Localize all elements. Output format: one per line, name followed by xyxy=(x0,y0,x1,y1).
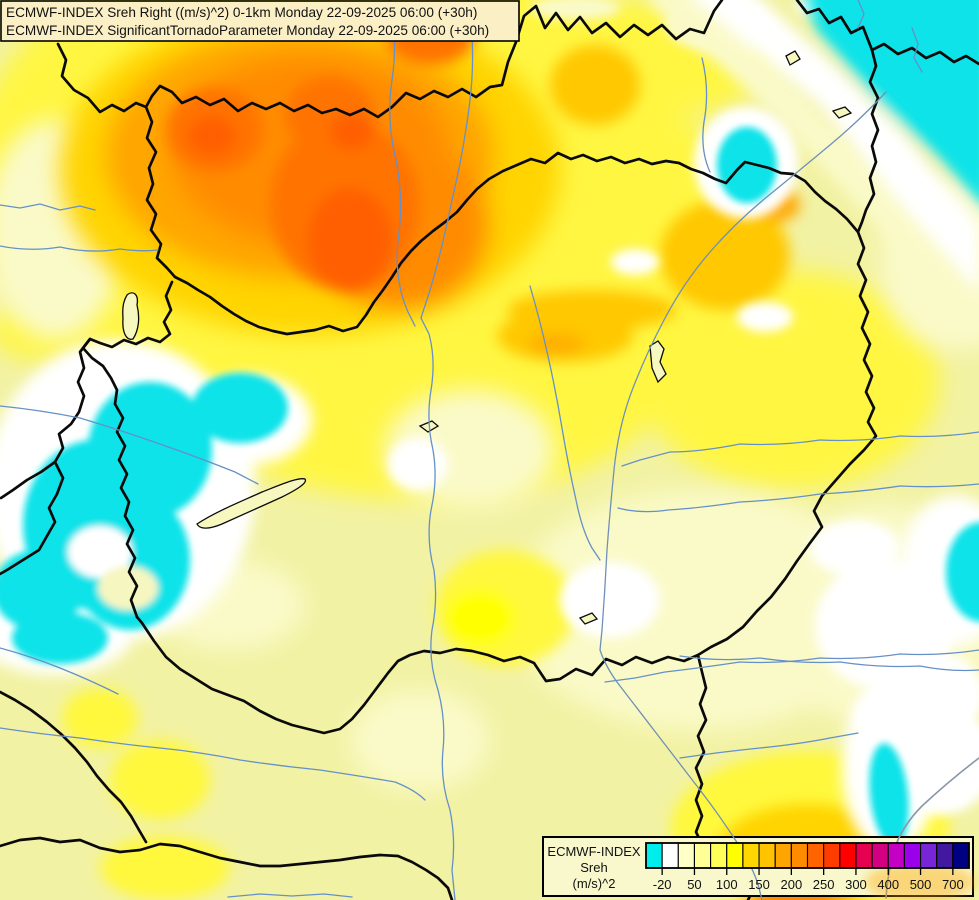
river-koros-2 xyxy=(621,431,979,467)
legend: ECMWF-INDEX Sreh (m/s)^2 -20 50 100 150 200 2… xyxy=(547,842,970,892)
legend-swatch xyxy=(806,842,825,869)
legend-ticks: -20 50 100 150 200 250 300 400 500 700 xyxy=(653,868,964,892)
legend-tick-label: 150 xyxy=(748,877,770,892)
river-bodrog xyxy=(701,57,711,173)
title-line-2: ECMWF-INDEX SignificantTornadoParameter … xyxy=(6,23,489,38)
legend-tick-label: 700 xyxy=(942,877,964,892)
river-tisza xyxy=(599,91,887,900)
border-austria-hungary xyxy=(81,280,174,619)
legend-swatch xyxy=(710,842,728,869)
border-austria-west xyxy=(0,337,92,500)
legend-swatch xyxy=(855,842,873,869)
border-poland-slovakia xyxy=(56,0,724,119)
river-mura xyxy=(0,647,119,695)
legend-units: (m/s)^2 xyxy=(573,876,616,891)
lake-small-1 xyxy=(578,612,599,625)
legend-swatch xyxy=(839,842,857,869)
legend-swatch xyxy=(823,842,841,869)
legend-swatch xyxy=(742,842,760,869)
border-ukraine-west xyxy=(856,48,880,234)
legend-colorbar-frame xyxy=(645,842,970,869)
title-line-1: ECMWF-INDEX Sreh Right ((m/s)^2) 0-1km M… xyxy=(6,5,477,20)
lake-neusiedl xyxy=(122,292,140,340)
river-morava-upper xyxy=(0,245,159,252)
legend-swatch xyxy=(871,842,889,869)
lakes-layer xyxy=(122,50,853,625)
legend-colorbar xyxy=(645,842,970,869)
legend-swatch xyxy=(774,842,792,869)
legend-tick-label: 250 xyxy=(813,877,835,892)
legend-swatch xyxy=(919,842,938,869)
river-hron xyxy=(420,0,474,319)
legend-tick-label: 300 xyxy=(845,877,867,892)
legend-tick-label: 200 xyxy=(780,877,802,892)
legend-tick-label: -20 xyxy=(653,877,672,892)
river-maros xyxy=(604,649,979,683)
legend-swatch xyxy=(758,842,776,869)
overlay-tint xyxy=(865,862,975,900)
legend-title: ECMWF-INDEX xyxy=(547,844,640,859)
legend-swatch xyxy=(645,842,663,869)
legend-tick-label: 50 xyxy=(687,877,701,892)
border-sava xyxy=(0,836,454,900)
border-styria xyxy=(0,460,65,576)
legend-swatch xyxy=(887,842,905,869)
river-se-1 xyxy=(679,655,979,672)
border-hungary-main xyxy=(135,151,878,735)
border-ukraine-north xyxy=(795,0,979,66)
river-ne-2 xyxy=(857,0,865,29)
legend-swatch xyxy=(952,842,970,869)
border-croatia-west xyxy=(0,690,148,844)
river-raba xyxy=(0,405,259,485)
legend-tick-label: 500 xyxy=(910,877,932,892)
river-vah xyxy=(389,0,416,327)
legend-swatch xyxy=(677,842,695,869)
river-drava xyxy=(0,727,426,801)
border-morava xyxy=(144,105,177,279)
legend-tick-label: 400 xyxy=(877,877,899,892)
title-box: ECMWF-INDEX Sreh Right ((m/s)^2) 0-1km M… xyxy=(0,0,520,42)
legend-swatch xyxy=(726,842,744,869)
legend-swatch xyxy=(661,842,679,869)
river-se-2 xyxy=(679,732,859,759)
lake-balaton xyxy=(196,478,307,529)
legend-swatch xyxy=(790,842,809,869)
river-zagyva xyxy=(529,285,601,561)
legend-swatch xyxy=(903,842,922,869)
river-danube xyxy=(420,317,456,900)
legend-parameter: Sreh xyxy=(580,860,607,875)
legend-swatch xyxy=(693,842,712,869)
lake-small-2 xyxy=(785,50,801,66)
river-bottom xyxy=(227,893,353,898)
river-ne-1 xyxy=(911,27,923,73)
legend-tick-label: 100 xyxy=(716,877,738,892)
river-nw xyxy=(0,203,96,211)
lake-small-3 xyxy=(831,106,853,119)
lake-tisza xyxy=(649,340,667,384)
legend-swatch xyxy=(936,842,954,869)
river-koros-1 xyxy=(617,483,979,513)
